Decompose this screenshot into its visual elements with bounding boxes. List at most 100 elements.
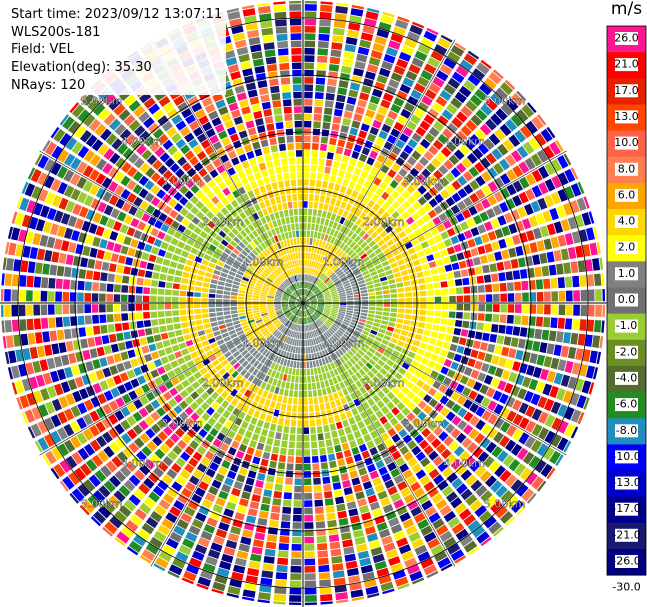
range-gate (342, 479, 351, 488)
range-gate (440, 34, 453, 43)
range-gate (364, 277, 372, 283)
range-gate (546, 126, 556, 139)
range-gate (315, 180, 322, 188)
range-gate (481, 410, 492, 421)
range-gate (380, 355, 388, 363)
range-gate (238, 99, 249, 108)
range-gate (294, 471, 302, 478)
range-gate (535, 381, 546, 393)
range-gate (218, 416, 227, 425)
range-gate (360, 267, 368, 273)
range-gate (390, 262, 398, 269)
range-gate (407, 332, 416, 339)
range-gate (283, 309, 290, 313)
range-gate (201, 293, 209, 298)
range-gate (345, 314, 352, 319)
range-gate (502, 454, 515, 467)
range-gate (158, 384, 168, 394)
range-gate (108, 413, 119, 425)
range-gate (383, 175, 393, 184)
range-gate (301, 288, 303, 296)
range-gate (361, 512, 372, 521)
range-gate (283, 359, 288, 366)
range-gate (180, 284, 188, 291)
range-gate (374, 35, 387, 46)
range-gate (555, 454, 564, 466)
range-gate (340, 201, 347, 209)
range-gate (285, 290, 291, 295)
range-gate (434, 310, 442, 317)
range-gate (382, 316, 389, 321)
range-gate (400, 179, 410, 189)
range-gate (428, 145, 439, 156)
range-gate (475, 485, 488, 497)
range-gate (384, 158, 394, 168)
range-gate (405, 292, 412, 297)
range-gate (300, 281, 303, 289)
range-gate (336, 358, 343, 366)
range-gate (262, 285, 270, 290)
range-gate (278, 180, 284, 189)
range-gate (356, 404, 365, 413)
range-gate (281, 300, 289, 303)
range-gate (307, 291, 312, 297)
range-gate (356, 543, 368, 553)
range-gate (344, 426, 352, 435)
range-gate (287, 143, 294, 150)
range-gate (321, 334, 327, 341)
range-gate (344, 246, 352, 254)
range-gate (292, 293, 298, 298)
range-gate (162, 258, 171, 267)
range-gate (281, 304, 289, 307)
range-gate (215, 265, 223, 271)
range-gate (303, 369, 307, 376)
range-gate (528, 215, 539, 228)
range-gate (317, 295, 324, 299)
range-gate (401, 250, 410, 258)
range-gate (446, 326, 454, 334)
range-gate (463, 295, 471, 302)
range-gate (347, 303, 354, 306)
range-gate (364, 340, 372, 347)
range-gate (29, 247, 39, 260)
range-gate (94, 469, 107, 483)
range-gate (440, 563, 453, 572)
range-gate (285, 336, 290, 344)
range-gate (427, 487, 439, 498)
range-gate (287, 261, 292, 269)
range-gate (323, 424, 330, 433)
range-gate (332, 116, 342, 124)
range-gate (223, 307, 230, 311)
range-gate (231, 487, 241, 497)
range-gate (330, 274, 337, 280)
range-gate (280, 273, 286, 280)
range-gate (273, 601, 286, 605)
range-gate (361, 293, 368, 297)
range-gate (279, 265, 285, 272)
range-gate (354, 208, 362, 217)
range-gate (371, 355, 380, 362)
range-gate (144, 459, 156, 470)
range-gate (211, 588, 224, 595)
range-gate (308, 208, 313, 216)
range-gate (359, 286, 367, 291)
range-gate (280, 241, 285, 248)
range-gate (172, 303, 179, 310)
range-gate (283, 309, 290, 314)
range-gate (412, 339, 421, 347)
range-gate (79, 206, 89, 218)
range-gate (233, 362, 241, 370)
range-gate (283, 492, 292, 500)
range-gate (581, 212, 592, 226)
range-gate (354, 536, 366, 546)
range-gate (345, 394, 352, 403)
range-gate (383, 248, 391, 255)
range-gate (494, 128, 506, 141)
range-gate (139, 130, 151, 142)
range-gate (274, 307, 282, 311)
range-gate (259, 346, 266, 354)
range-gate (345, 141, 354, 150)
range-gate (521, 280, 529, 291)
range-gate (348, 89, 359, 98)
range-gate (280, 77, 291, 85)
